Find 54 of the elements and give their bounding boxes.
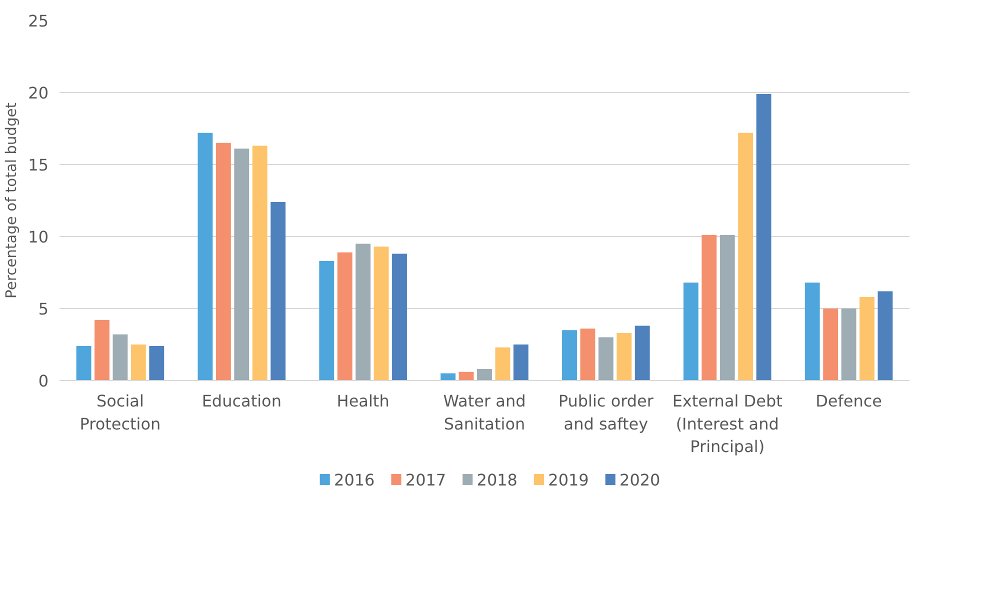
legend-label: 2020 <box>620 470 660 490</box>
y-tick-label: 0 <box>38 372 49 390</box>
bar <box>841 308 856 380</box>
bar <box>738 132 754 380</box>
legend-label: 2016 <box>334 470 375 490</box>
bar <box>337 252 352 380</box>
bar <box>440 373 456 380</box>
bar <box>562 330 577 380</box>
bar <box>149 346 164 380</box>
bar <box>234 148 250 380</box>
bar <box>756 94 772 380</box>
y-tick-label: 5 <box>38 300 49 318</box>
bar <box>477 368 492 380</box>
x-tick-label: External Debt (Interest and Principal) <box>672 392 782 456</box>
bar <box>495 347 510 380</box>
bar <box>319 260 334 380</box>
y-tick-label: 15 <box>28 156 48 174</box>
bar <box>598 337 614 380</box>
legend-label: 2017 <box>405 470 446 490</box>
bar <box>94 320 110 380</box>
x-tick-label: Public order and saftey <box>558 392 654 434</box>
bar <box>878 291 893 380</box>
bar <box>76 346 92 380</box>
bar <box>198 132 213 380</box>
y-tick-label: 25 <box>28 12 48 30</box>
bar <box>112 334 128 380</box>
y-tick-label: 20 <box>28 84 48 102</box>
y-tick-label: 10 <box>28 228 48 246</box>
x-tick-label: Health <box>336 392 390 410</box>
bar <box>270 202 286 380</box>
bar <box>804 282 820 380</box>
bar <box>374 246 389 380</box>
y-axis-title: Percentage of total budget <box>3 102 20 299</box>
bar <box>720 235 735 380</box>
bar <box>616 332 632 380</box>
bar <box>130 344 146 380</box>
bar <box>580 328 596 380</box>
bar <box>458 372 474 380</box>
bar <box>823 308 838 380</box>
bar <box>860 296 874 380</box>
x-tick-label: Water and Sanitation <box>443 392 526 434</box>
bar <box>356 244 371 380</box>
bar <box>392 254 407 380</box>
bar <box>216 142 231 380</box>
legend-label: 2018 <box>476 470 518 490</box>
bar <box>702 235 717 380</box>
bar <box>634 326 650 380</box>
bar <box>513 344 528 380</box>
bar <box>252 146 268 380</box>
legend-label: 2019 <box>548 470 589 490</box>
x-tick-label: Education <box>202 392 282 410</box>
x-tick-label: Defence <box>816 392 882 410</box>
bar <box>683 282 698 380</box>
x-tick-label: Social Protection <box>80 392 161 434</box>
